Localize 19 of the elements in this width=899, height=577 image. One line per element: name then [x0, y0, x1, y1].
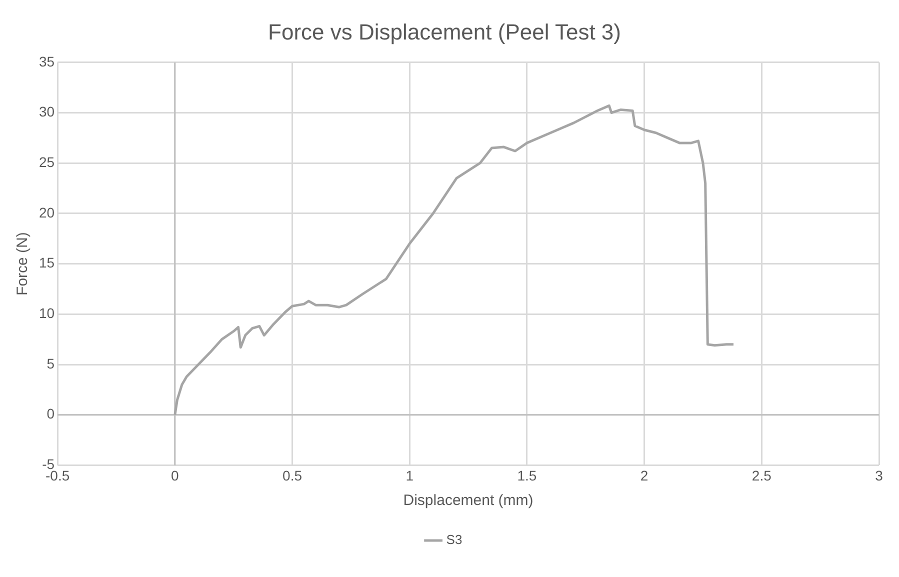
- x-tick-label: 1.5: [517, 467, 537, 484]
- legend-label: S3: [446, 532, 462, 548]
- y-tick-label: 5: [46, 355, 55, 372]
- y-axis-title: Force (N): [14, 232, 32, 296]
- y-tick-label: 25: [38, 154, 55, 170]
- chart-title: Force vs Displacement (Peel Test 3): [268, 19, 621, 44]
- y-tick-label: 30: [38, 104, 55, 120]
- y-tick-label: 0: [46, 406, 55, 422]
- x-tick-label: 0: [171, 467, 180, 484]
- x-axis-title: Displacement (mm): [403, 492, 534, 510]
- x-tick-label: 2: [640, 467, 648, 484]
- y-tick-label: 35: [38, 53, 55, 70]
- x-tick-label: 2.5: [752, 467, 772, 484]
- y-tick-label: 20: [38, 204, 55, 220]
- x-tick-label: 0.5: [282, 467, 302, 484]
- x-tick-label: 1: [406, 467, 414, 484]
- y-tick-label: 15: [38, 254, 55, 271]
- y-tick-label: 10: [38, 305, 55, 322]
- x-tick-label: 3: [875, 467, 884, 484]
